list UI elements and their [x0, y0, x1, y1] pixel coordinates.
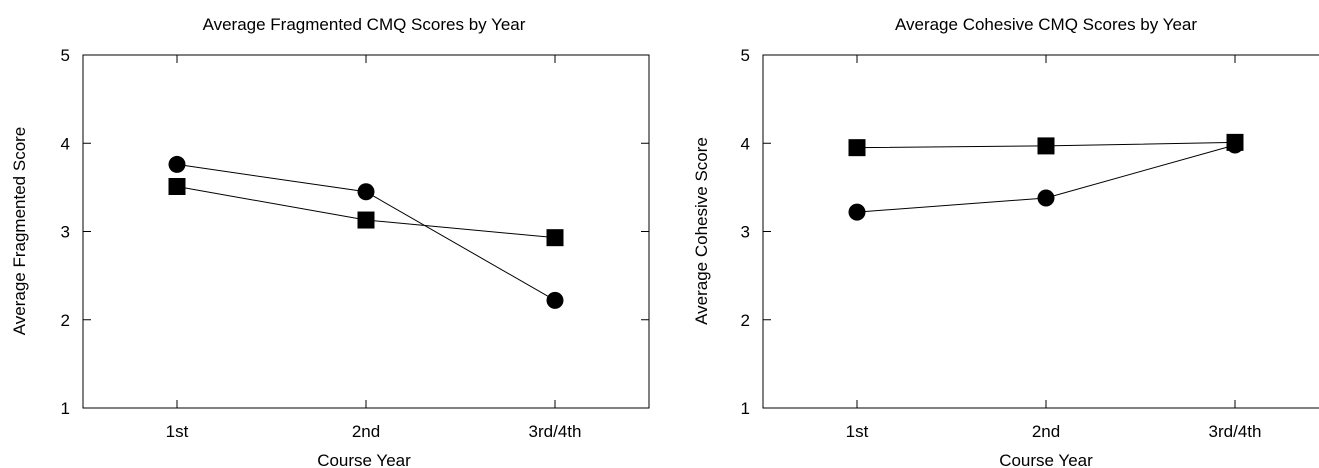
y-tick-label: 2: [741, 311, 750, 330]
y-tick-label: 5: [61, 46, 70, 65]
plot-frame: [82, 54, 650, 409]
y-axis-ticks: 1 2 3 4 5: [741, 46, 771, 418]
y-tick-label: 4: [61, 134, 70, 153]
x-axis-label: Course Year: [317, 451, 411, 468]
x-axis-label: Course Year: [999, 451, 1093, 468]
x-axis-ticks: 1st 2nd 3rd/4th: [846, 55, 1262, 441]
y-tick-label: 4: [741, 134, 750, 153]
data-point-circle: [168, 155, 186, 173]
chart-title: Average Fragmented CMQ Scores by Year: [203, 15, 526, 34]
y-tick-label: 5: [741, 46, 750, 65]
data-point-circle: [357, 183, 375, 201]
series-markers: [168, 155, 564, 309]
y-tick-label: 1: [61, 399, 70, 418]
x-tick-label: 1st: [846, 422, 869, 441]
series-markers: [848, 133, 1244, 221]
x-tick-label: 3rd/4th: [529, 422, 582, 441]
data-point-circle: [1037, 189, 1055, 207]
chart-cohesive: Average Cohesive CMQ Scores by Year 1 2 3 4…: [692, 15, 1319, 468]
x-tick-label: 2nd: [352, 422, 380, 441]
chart-title: Average Cohesive CMQ Scores by Year: [895, 15, 1197, 34]
data-point-circle: [546, 291, 564, 309]
x-axis-ticks: 1st 2nd 3rd/4th: [166, 55, 582, 441]
y-tick-label: 3: [741, 223, 750, 242]
data-point-circle: [848, 203, 866, 221]
chart-fragmented: Average Fragmented CMQ Scores by Year 1 2…: [10, 15, 650, 468]
y-axis-label: Average Fragmented Score: [10, 127, 29, 336]
y-tick-label: 3: [61, 223, 70, 242]
x-tick-label: 3rd/4th: [1209, 422, 1262, 441]
data-point-square: [1226, 133, 1244, 151]
data-point-square: [1037, 137, 1055, 155]
plot-frame: [762, 54, 1319, 409]
y-tick-label: 1: [741, 399, 750, 418]
y-axis-label: Average Cohesive Score: [692, 137, 711, 325]
data-point-square: [357, 211, 375, 229]
data-point-square: [848, 139, 866, 157]
data-point-square: [168, 177, 186, 195]
data-point-square: [546, 229, 564, 247]
y-axis-ticks: 1 2 3 4 5: [61, 46, 649, 418]
x-tick-label: 2nd: [1032, 422, 1060, 441]
x-tick-label: 1st: [166, 422, 189, 441]
y-tick-label: 2: [61, 311, 70, 330]
